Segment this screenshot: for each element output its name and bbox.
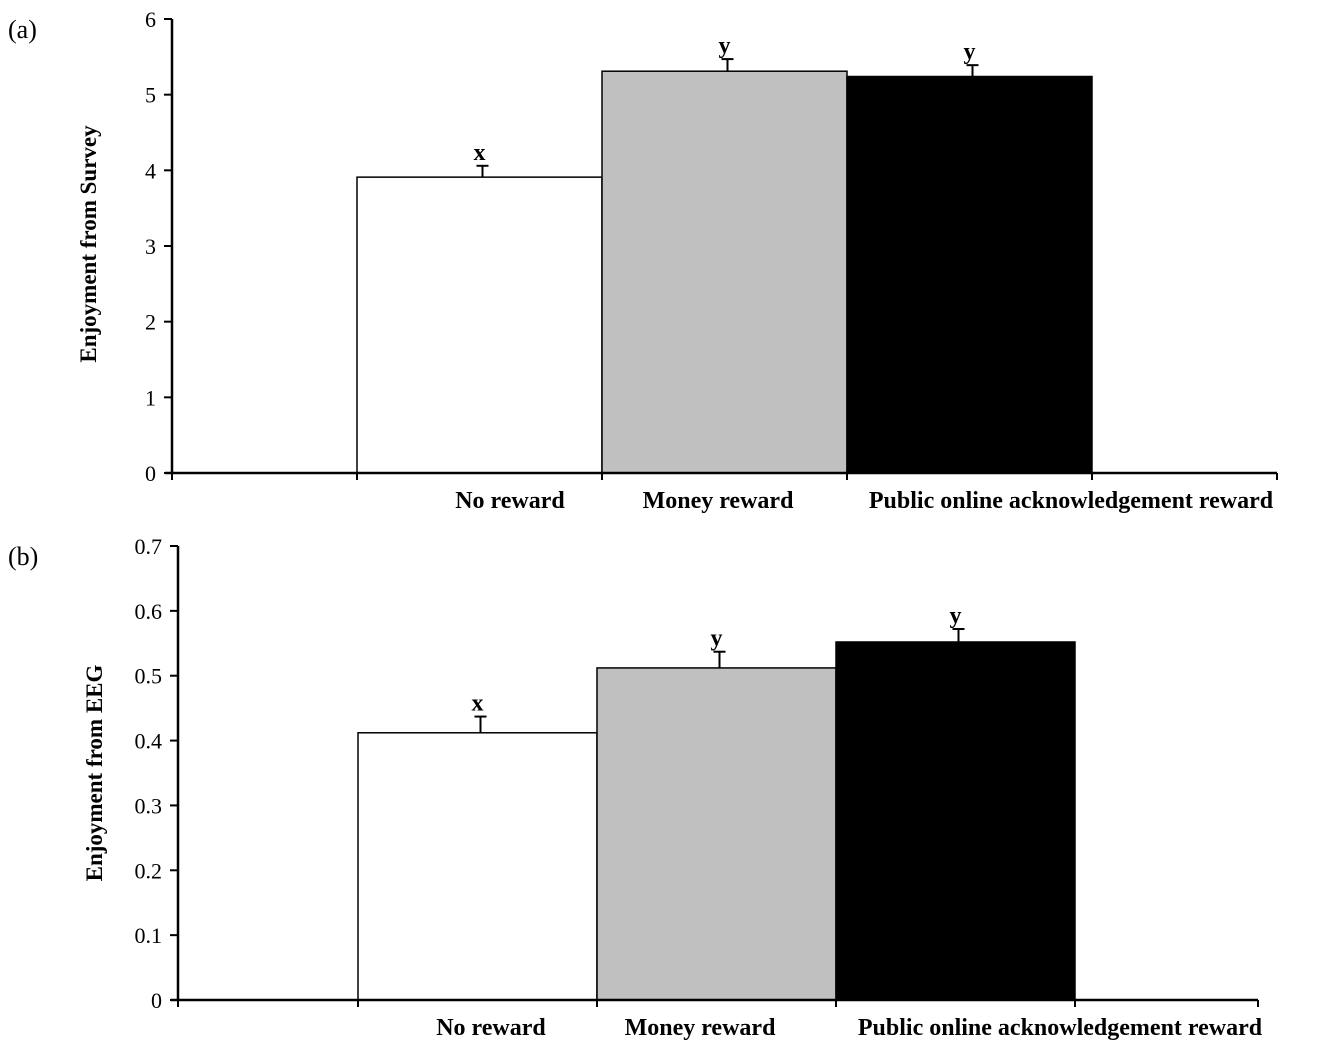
y-tick-label: 0.3 (135, 793, 163, 818)
category-label: No reward (436, 1015, 546, 1041)
significance-labels-b: x y y (472, 603, 962, 717)
y-axis-ticks-a: 0 1 2 3 4 5 6 (145, 7, 172, 486)
y-tick-label: 5 (145, 83, 156, 108)
y-axis-label-b: Enjoyment from EEG (82, 664, 107, 881)
y-tick-label: 0 (145, 461, 156, 486)
y-axis-ticks-b: 0 0.1 0.2 0.3 0.4 0.5 0.6 0.7 (135, 534, 178, 1013)
error-bars-b (474, 628, 965, 733)
y-tick-label: 0.4 (135, 729, 163, 754)
y-tick-label: 0.2 (135, 858, 163, 883)
panel-label-b: (b) (8, 542, 38, 571)
category-label: Public online acknowledgement reward (869, 488, 1274, 514)
bar-3 (846, 75, 1093, 474)
error-bars-a (476, 58, 979, 178)
bar-2 (601, 70, 848, 474)
significance-label: y (964, 39, 976, 65)
y-tick-label: 0 (151, 988, 162, 1013)
y-tick-label: 4 (145, 158, 156, 183)
significance-label: x (472, 691, 484, 717)
y-tick-label: 0.5 (135, 664, 163, 689)
bar-3 (835, 641, 1076, 1001)
y-tick-label: 2 (145, 310, 156, 335)
category-label: Money reward (625, 1015, 777, 1041)
y-tick-label: 1 (145, 385, 156, 410)
panel-label-a: (a) (8, 15, 37, 44)
significance-label: y (711, 626, 723, 652)
significance-label: y (719, 33, 731, 59)
bars-b (357, 641, 1076, 1001)
category-label: Money reward (643, 488, 795, 514)
category-label: Public online acknowledgement reward (858, 1015, 1263, 1041)
bar-1 (357, 732, 598, 1001)
category-labels-a: No reward Money reward Public online ackno… (455, 488, 1274, 514)
bar-2 (596, 667, 837, 1001)
y-tick-label: 6 (145, 7, 156, 32)
category-label: No reward (455, 488, 565, 514)
y-tick-label: 0.1 (135, 923, 163, 948)
significance-label: x (474, 140, 486, 166)
chart-panel-b: (b) Enjoyment from EEG x y y 0 0.1 0.2 0.3 0.4… (8, 534, 1263, 1041)
bar-1 (356, 176, 603, 474)
significance-label: y (950, 603, 962, 629)
bars-a (356, 70, 1093, 474)
y-tick-label: 3 (145, 234, 156, 259)
y-tick-label: 0.6 (135, 599, 163, 624)
category-labels-b: No reward Money reward Public online ackno… (436, 1015, 1263, 1041)
y-axis-label-a: Enjoyment from Survey (76, 125, 101, 363)
chart-panel-a: (a) Enjoyment from Survey x y y 0 1 2 3 4 5 6 No… (8, 7, 1278, 514)
y-tick-label: 0.7 (135, 534, 163, 559)
significance-labels-a: x y y (474, 33, 976, 166)
